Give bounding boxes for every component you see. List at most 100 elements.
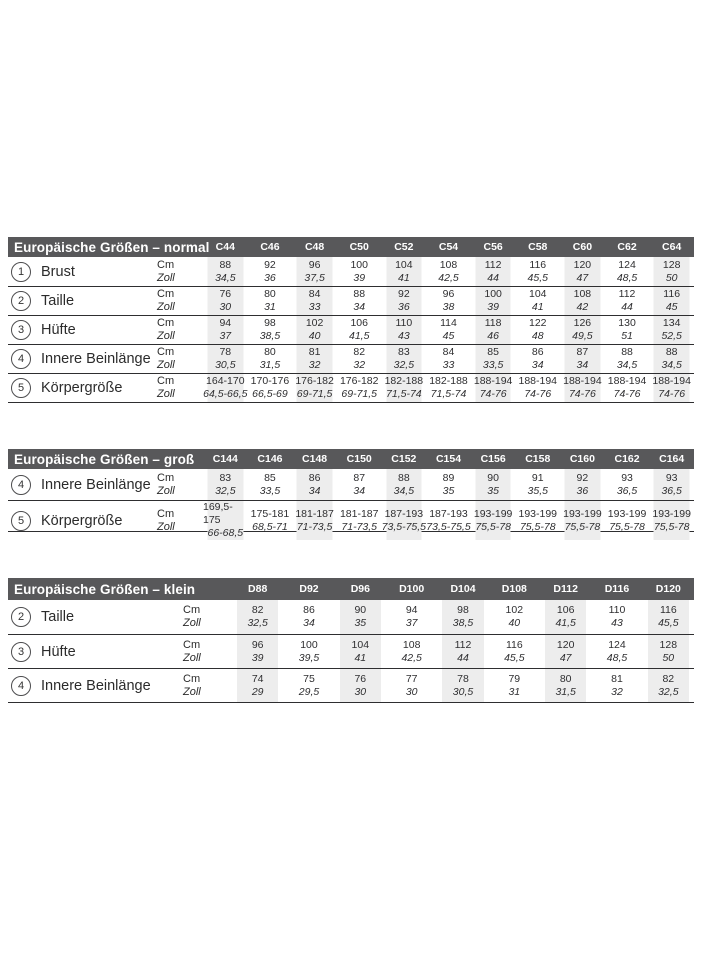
data-cell: 100 39 bbox=[337, 257, 382, 286]
data-cell: 112 44 bbox=[437, 635, 489, 668]
cm-value: 164-170 bbox=[206, 375, 245, 387]
unit-zoll-label: Zoll bbox=[183, 617, 201, 629]
data-cell: 188-194 74-76 bbox=[470, 374, 516, 402]
cm-value: 88 bbox=[665, 346, 678, 358]
unit-zoll-label: Zoll bbox=[157, 330, 175, 342]
zoll-value: 41 bbox=[531, 301, 544, 313]
data-cell: 120 47 bbox=[560, 257, 605, 286]
cm-value: 110 bbox=[608, 604, 626, 616]
data-cell: 80 31 bbox=[248, 287, 293, 315]
cm-value: 108 bbox=[402, 638, 421, 651]
zoll-value: 36,5 bbox=[661, 484, 682, 497]
table-title: Europäische Größen – klein bbox=[14, 581, 196, 597]
table-header-bar: Europäische Größen – normal C44 C46 C48 C50 C… bbox=[8, 237, 694, 257]
data-cell: 92 36 bbox=[560, 469, 605, 500]
data-cell: 176-182 69-71,5 bbox=[292, 374, 337, 402]
data-cell: 86 34 bbox=[515, 345, 560, 373]
cm-value: 108 bbox=[573, 288, 592, 300]
unit-cm-label: Cm bbox=[157, 375, 175, 387]
row-label-cell: 2 Taille bbox=[8, 600, 183, 634]
data-cell: 96 39 bbox=[232, 635, 284, 668]
zoll-value: 48 bbox=[531, 330, 544, 342]
data-cell: 110 43 bbox=[591, 600, 642, 634]
zoll-value: 75,5-78 bbox=[475, 520, 511, 533]
table-body: 1 Brust Cm Zoll 88 34,5 92 36 96 37,5 100 39 104 41 10… bbox=[8, 257, 694, 403]
cm-value: 91 bbox=[531, 471, 544, 484]
zoll-value: 40 bbox=[308, 330, 321, 342]
data-cell: 188-194 74-76 bbox=[605, 374, 650, 402]
row-label-cell: 4 Innere Beinlänge bbox=[8, 345, 157, 373]
unit-cm-label: Cm bbox=[157, 288, 175, 300]
tables-container: Europäische Größen – normal C44 C46 C48 C50 C… bbox=[8, 237, 694, 703]
data-cell: 175-181 68,5-71 bbox=[248, 501, 293, 540]
table-row: 3 Hüfte Cm Zoll 94 37 98 38,5 102 40 106 41,5 110 43 1… bbox=[8, 315, 694, 344]
data-cell: 120 47 bbox=[539, 635, 592, 668]
cm-value: 88 bbox=[353, 288, 366, 300]
data-cell: 187-193 73,5-75,5 bbox=[426, 501, 471, 540]
cm-value: 83 bbox=[219, 471, 232, 484]
unit-cell: Cm Zoll bbox=[157, 257, 203, 286]
zoll-value: 34,5 bbox=[616, 359, 638, 371]
cm-value: 120 bbox=[573, 258, 592, 271]
zoll-value: 52,5 bbox=[661, 330, 682, 342]
cm-value: 124 bbox=[608, 638, 626, 651]
cm-value: 88 bbox=[219, 258, 232, 271]
zoll-value: 30 bbox=[219, 301, 232, 313]
data-cell: 187-193 73,5-75,5 bbox=[381, 501, 427, 540]
row-label: Hüfte bbox=[41, 643, 76, 660]
zoll-value: 31,5 bbox=[555, 685, 576, 698]
table-header-bar: Europäische Größen – klein D88 D92 D96 D100 D… bbox=[8, 578, 694, 600]
zoll-value: 32,5 bbox=[393, 359, 415, 371]
cm-value: 106 bbox=[556, 604, 575, 616]
data-cell: 81 32 bbox=[591, 669, 642, 702]
cm-value: 92 bbox=[264, 258, 276, 271]
data-cell: 106 41,5 bbox=[539, 600, 592, 634]
column-header: C162 bbox=[614, 453, 640, 465]
size-table: Europäische Größen – groß C144 C146 C148 C15… bbox=[8, 449, 694, 540]
zoll-value: 42 bbox=[576, 301, 589, 313]
table-row: 2 Taille Cm Zoll 82 32,5 86 34 90 35 94 37 98 38,5 102… bbox=[8, 600, 694, 634]
cm-value: 93 bbox=[665, 471, 678, 484]
unit-zoll-label: Zoll bbox=[157, 388, 175, 400]
unit-cm-label: Cm bbox=[183, 672, 201, 685]
data-cell: 164-170 64,5-66,5 bbox=[203, 374, 248, 402]
zoll-value: 39 bbox=[487, 301, 499, 313]
data-cell: 98 38,5 bbox=[248, 316, 293, 344]
table-title: Europäische Größen – normal bbox=[14, 239, 210, 255]
cm-value: 118 bbox=[484, 317, 502, 329]
zoll-value: 45,5 bbox=[527, 271, 548, 284]
data-cell: 188-194 74-76 bbox=[515, 374, 560, 402]
data-cell: 92 36 bbox=[381, 287, 427, 315]
data-cell: 114 45 bbox=[426, 316, 471, 344]
zoll-value: 32 bbox=[353, 359, 366, 371]
row-number-badge: 4 bbox=[11, 474, 31, 495]
data-cell: 87 34 bbox=[337, 469, 382, 500]
data-cell: 104 41 bbox=[334, 635, 386, 668]
zoll-value: 44 bbox=[457, 651, 469, 664]
size-table: Europäische Größen – klein D88 D92 D96 D100 D… bbox=[8, 578, 694, 703]
data-cell: 82 32,5 bbox=[232, 600, 284, 634]
table-body: 2 Taille Cm Zoll 82 32,5 86 34 90 35 94 37 98 38,5 102… bbox=[8, 600, 694, 703]
table-row: 5 Körpergröße Cm Zoll 164-170 64,5-66,5 170-17… bbox=[8, 373, 694, 402]
zoll-value: 44 bbox=[621, 301, 633, 313]
data-cell: 77 30 bbox=[386, 669, 437, 702]
data-cell: 181-187 71-73,5 bbox=[337, 501, 382, 540]
zoll-value: 35 bbox=[442, 484, 455, 497]
zoll-value: 75,5-78 bbox=[653, 520, 690, 533]
zoll-value: 45,5 bbox=[504, 651, 525, 664]
data-cell: 188-194 74-76 bbox=[560, 374, 605, 402]
data-cell: 188-194 74-76 bbox=[649, 374, 694, 402]
row-label-cell: 4 Innere Beinlänge bbox=[8, 469, 157, 500]
column-header: C164 bbox=[659, 453, 685, 465]
row-label-cell: 3 Hüfte bbox=[8, 316, 157, 344]
data-cell: 84 33 bbox=[426, 345, 471, 373]
data-cell: 193-199 75,5-78 bbox=[560, 501, 605, 540]
cm-value: 96 bbox=[308, 258, 321, 271]
zoll-value: 74-76 bbox=[524, 388, 552, 400]
cm-value: 94 bbox=[219, 317, 232, 329]
table-row: 2 Taille Cm Zoll 76 30 80 31 84 33 88 34 92 36 96 38 100… bbox=[8, 286, 694, 315]
data-cell: 193-199 75,5-78 bbox=[470, 501, 516, 540]
cm-value: 96 bbox=[442, 288, 455, 300]
zoll-value: 74-76 bbox=[479, 388, 507, 400]
cm-value: 188-194 bbox=[607, 375, 647, 387]
